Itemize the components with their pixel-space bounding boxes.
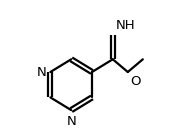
Text: O: O [130,75,141,88]
Text: N: N [66,115,76,128]
Text: N: N [37,66,47,79]
Text: NH: NH [116,19,136,32]
